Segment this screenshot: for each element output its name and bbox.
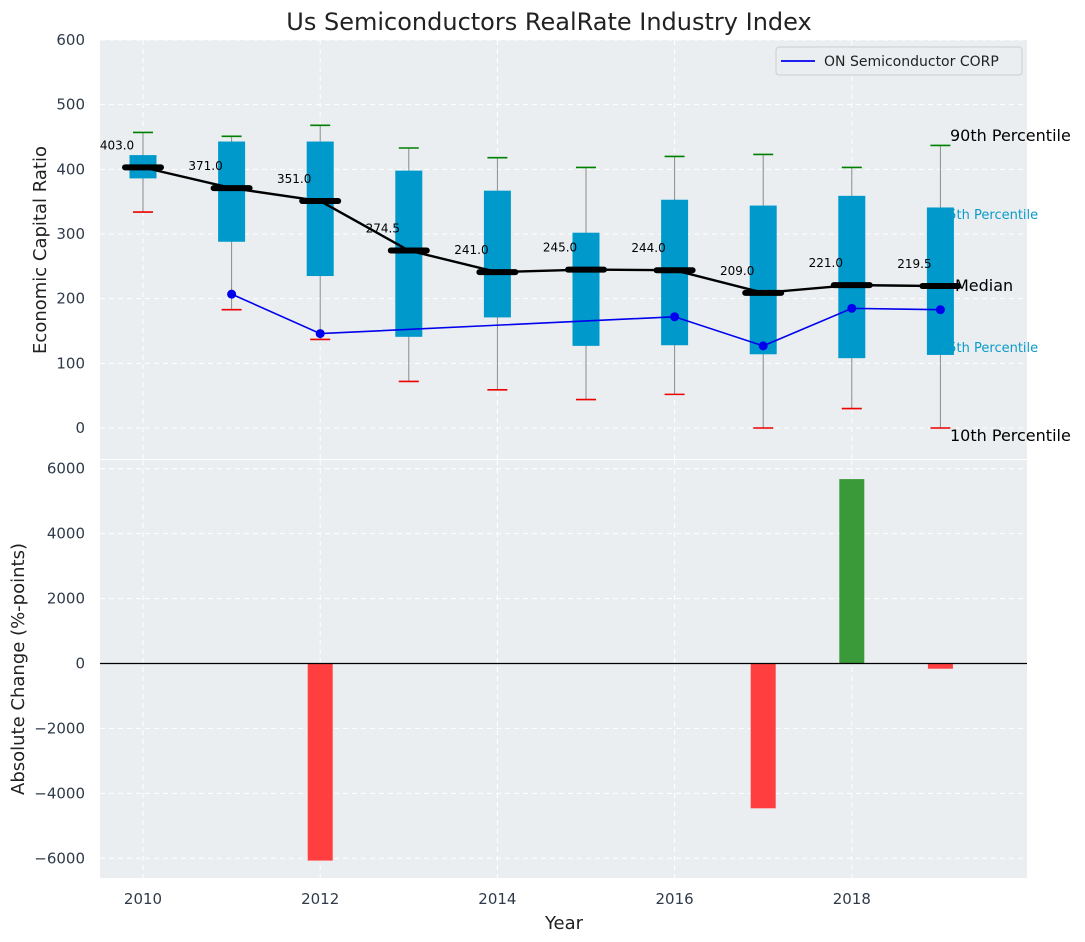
annotation-median: Median <box>955 276 1013 295</box>
bottom-plot-background <box>100 460 1027 878</box>
annotation-25th-percentile: 25th Percentile <box>940 341 1038 356</box>
company-series-point <box>847 303 857 313</box>
change-bar <box>750 663 776 809</box>
annotation-10th-percentile: 10th Percentile <box>950 426 1071 445</box>
legend-entry: ON Semiconductor CORP <box>824 54 999 70</box>
top-y-tick-label: 500 <box>56 96 85 114</box>
annotation-75th-percentile: 75th Percentile <box>940 208 1038 223</box>
iqr-box <box>572 232 600 346</box>
median-value-label: 371.0 <box>188 159 222 173</box>
iqr-box <box>306 141 334 277</box>
annotation-90th-percentile: 90th Percentile <box>950 126 1071 145</box>
top-y-tick-label: 300 <box>56 225 85 243</box>
top-plot-background <box>100 40 1027 459</box>
bottom-y-tick-label: −6000 <box>34 849 85 867</box>
bottom-y-tick-label: −4000 <box>34 784 85 802</box>
median-value-label: 351.0 <box>277 172 311 186</box>
iqr-box <box>218 141 246 242</box>
top-y-tick-label: 0 <box>75 419 85 437</box>
bottom-y-axis-label: Absolute Change (%-points) <box>8 543 29 795</box>
change-bar <box>839 479 865 664</box>
top-y-tick-label: 200 <box>56 290 85 308</box>
median-value-label: 221.0 <box>809 256 843 270</box>
median-value-label: 244.0 <box>631 241 665 255</box>
bottom-y-tick-label: −2000 <box>34 719 85 737</box>
bottom-y-tick-label: 2000 <box>47 590 85 608</box>
iqr-box <box>926 207 954 355</box>
median-value-label: 209.0 <box>720 264 754 278</box>
company-series-point <box>227 289 237 299</box>
median-value-label: 245.0 <box>543 241 577 255</box>
x-axis-label: Year <box>544 913 584 934</box>
x-tick-label: 2016 <box>656 890 694 908</box>
top-y-axis-label: Economic Capital Ratio <box>30 146 51 354</box>
x-tick-label: 2012 <box>301 890 339 908</box>
iqr-box <box>838 195 866 359</box>
bottom-y-tick-label: 0 <box>75 655 85 673</box>
change-bar <box>927 663 953 669</box>
top-y-tick-label: 100 <box>56 354 85 372</box>
median-trend-line <box>142 166 941 295</box>
x-tick-label: 2018 <box>833 890 871 908</box>
median-value-label: 274.5 <box>366 221 400 235</box>
top-panel-box-plot: 0 100 200 300 400 500 600 403.0 371.0 351.0 274.5 2… <box>56 31 1071 459</box>
median-value-label: 219.5 <box>897 257 931 271</box>
company-series-point <box>315 329 325 339</box>
company-series-point <box>670 312 680 322</box>
bottom-panel-bar-chart: −6000 −4000 −2000 0 2000 4000 6000 2010 2012 2014… <box>34 460 1027 908</box>
chart-title: Us Semiconductors RealRate Industry Inde… <box>286 8 811 36</box>
company-series-line <box>231 293 941 347</box>
change-bar <box>307 663 333 861</box>
company-series-point <box>758 341 768 351</box>
top-y-tick-label: 400 <box>56 160 85 178</box>
legend-box <box>775 46 1023 76</box>
bottom-y-tick-label: 4000 <box>47 525 85 543</box>
x-tick-label: 2014 <box>478 890 516 908</box>
iqr-box <box>749 205 777 355</box>
company-series-point <box>935 305 945 315</box>
median-value-label: 403.0 <box>100 138 134 152</box>
x-tick-label: 2010 <box>124 890 162 908</box>
median-value-label: 241.0 <box>454 243 488 257</box>
bottom-y-tick-label: 6000 <box>47 460 85 478</box>
iqr-box <box>483 190 511 318</box>
top-y-tick-label: 600 <box>56 31 85 49</box>
